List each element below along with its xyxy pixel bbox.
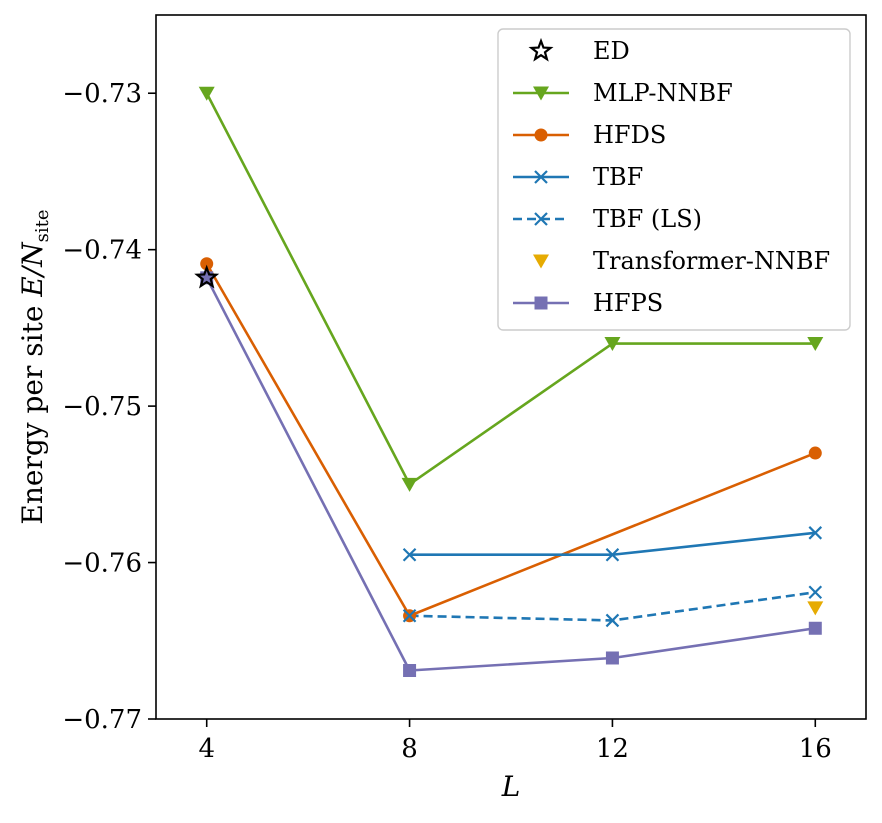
point-hfps xyxy=(808,621,822,635)
point-hfps xyxy=(403,664,417,678)
y-tick-label: −0.75 xyxy=(62,392,142,422)
legend-entry-transformer-nnbf: Transformer-NNBF xyxy=(533,247,830,275)
legend-entry-tbf: TBF xyxy=(513,163,643,191)
series-line-tbf-ls xyxy=(409,590,816,622)
legend-marker xyxy=(528,37,554,62)
y-tick-label: −0.77 xyxy=(62,705,142,735)
point-hfps xyxy=(605,651,619,665)
legend-label: TBF xyxy=(593,163,643,191)
x-tick-label: 4 xyxy=(198,734,215,764)
legend-frame xyxy=(497,28,851,331)
y-axis-label-var: E/N xyxy=(16,241,49,298)
legend-marker xyxy=(534,212,548,226)
legend: ED MLP-NNBF HFDS TBF TBF (LS) Transformer-NNB… xyxy=(497,28,851,331)
x-tick-label: 8 xyxy=(401,734,418,764)
point-tbf-ls xyxy=(605,613,620,628)
legend-entry-hfps: HFPS xyxy=(513,289,663,317)
series-line-tbf xyxy=(409,531,816,557)
y-axis-label: Energy per site E/Nsite xyxy=(16,209,53,524)
legend-label: Transformer-NNBF xyxy=(593,247,830,275)
x-axis-label: L xyxy=(501,770,521,803)
legend-entry-mlp-nnbf: MLP-NNBF xyxy=(513,79,733,107)
x-axis: 4 8 12 16 xyxy=(198,719,832,764)
point-transformer-nnbf xyxy=(807,601,824,616)
point-mlp-nnbf xyxy=(401,477,418,492)
y-axis-label-prefix: Energy per site xyxy=(16,297,49,525)
point-tbf-ls xyxy=(402,608,417,623)
y-axis: −0.73 −0.74 −0.75 −0.76 −0.77 xyxy=(62,79,156,735)
point-tbf xyxy=(605,547,620,562)
legend-marker xyxy=(534,128,548,142)
legend-marker xyxy=(534,170,548,184)
legend-entry-tbf-ls: TBF (LS) xyxy=(513,205,702,233)
legend-marker xyxy=(534,296,548,310)
y-tick-label: −0.74 xyxy=(62,236,142,266)
legend-marker xyxy=(533,254,549,269)
series-layer xyxy=(194,86,824,678)
point-tbf xyxy=(402,547,417,562)
point-ed xyxy=(194,264,220,289)
legend-label: HFDS xyxy=(593,121,666,149)
legend-label: HFPS xyxy=(593,289,663,317)
series-line-mlp-nnbf xyxy=(205,92,816,486)
point-mlp-nnbf xyxy=(807,337,824,352)
legend-entry-hfds: HFDS xyxy=(513,121,666,149)
legend-label: TBF (LS) xyxy=(593,205,702,233)
legend-label: MLP-NNBF xyxy=(593,79,733,107)
point-hfds xyxy=(808,446,822,460)
point-tbf-ls xyxy=(808,585,823,600)
point-mlp-nnbf xyxy=(198,86,215,101)
point-mlp-nnbf xyxy=(604,337,621,352)
y-tick-label: −0.73 xyxy=(62,79,142,109)
legend-marker xyxy=(533,86,549,101)
x-tick-label: 12 xyxy=(596,734,629,764)
legend-label: ED xyxy=(593,37,630,65)
x-tick-label: 16 xyxy=(799,734,832,764)
series-line-hfps xyxy=(205,277,816,672)
y-tick-label: −0.76 xyxy=(62,549,142,579)
y-axis-label-sub: site xyxy=(32,209,53,242)
plot-frame xyxy=(155,14,867,720)
legend-entry-ed: ED xyxy=(528,37,630,65)
legend-items: ED MLP-NNBF HFDS TBF TBF (LS) Transformer-NNB… xyxy=(513,37,830,317)
point-tbf xyxy=(808,526,823,540)
point-hfds xyxy=(200,257,214,271)
